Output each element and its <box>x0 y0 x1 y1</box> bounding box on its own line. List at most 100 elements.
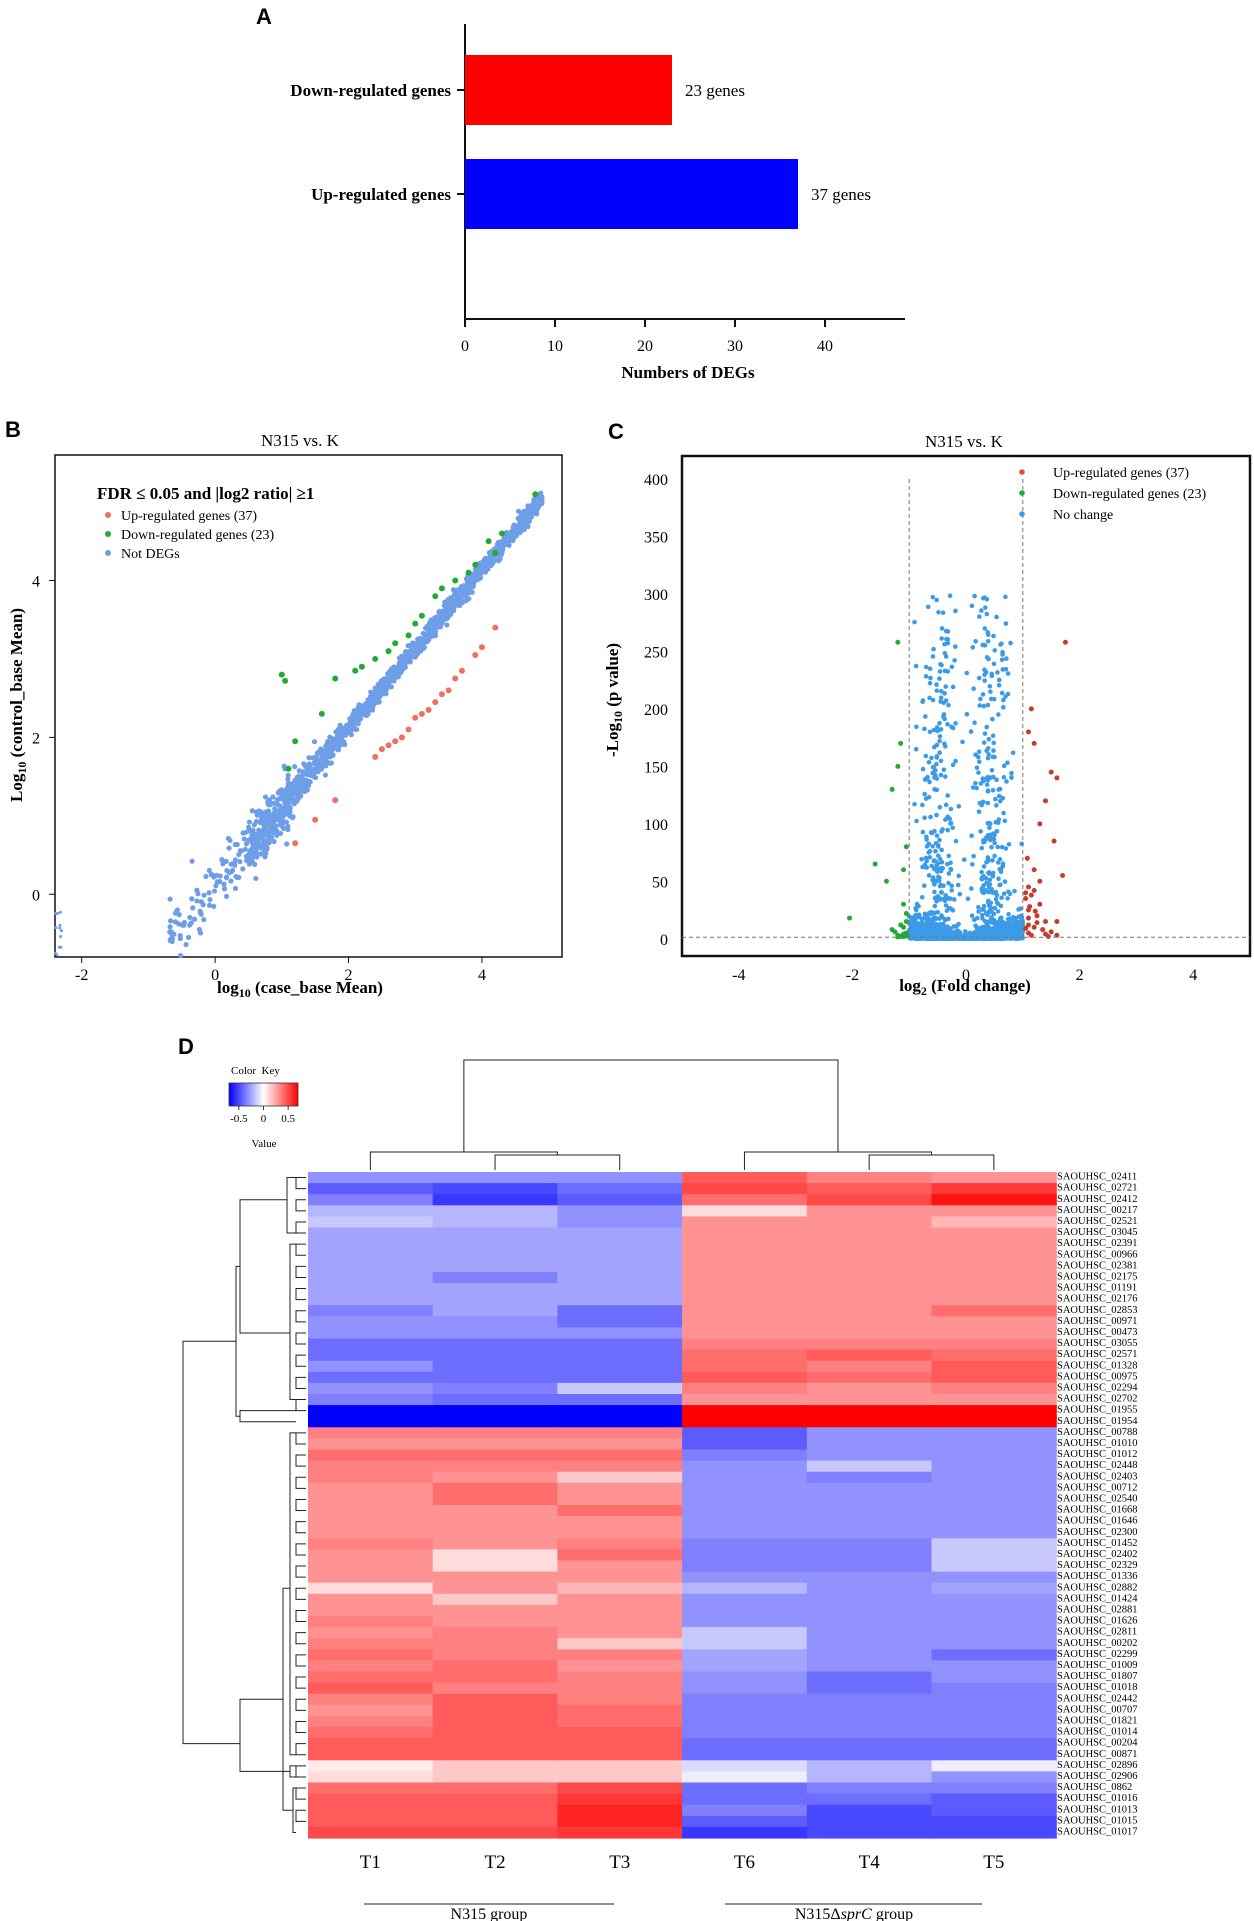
down-regulated-genes-point <box>418 612 425 619</box>
row-label: SAOUHSC_00966 <box>1057 1249 1138 1260</box>
no-change-point <box>994 892 1000 898</box>
no-change-point <box>952 658 957 663</box>
no-change-point <box>984 611 990 617</box>
heatmap-cell <box>308 1205 434 1217</box>
no-change-point <box>982 643 988 648</box>
heatmap-cell <box>557 1172 683 1184</box>
no-change-point <box>954 923 959 929</box>
heatmap-cell <box>557 1405 683 1417</box>
not-deg-point <box>194 898 200 904</box>
x-tick-label: 30 <box>727 338 743 355</box>
heatmap-cell <box>806 1172 933 1184</box>
up-regulated-genes-point <box>492 624 499 631</box>
legend-label: Down-regulated genes (23) <box>121 528 275 543</box>
no-change-point <box>939 662 944 668</box>
dendrogram-branch <box>182 1340 240 1745</box>
heatmap-cell <box>432 1305 558 1317</box>
no-change-point <box>931 727 937 733</box>
up-regulated-genes-point <box>432 699 439 706</box>
no-change-point <box>927 680 933 686</box>
heatmap-cell <box>308 1826 434 1839</box>
heatmap-cell <box>682 1405 808 1417</box>
no-change-point <box>922 791 927 797</box>
down-regulated-genes-point <box>492 550 499 557</box>
heatmap-cell <box>308 1815 434 1828</box>
no-change-point <box>999 690 1005 696</box>
row-label: SAOUHSC_00788 <box>1057 1427 1138 1438</box>
dendrogram-branch <box>295 1432 306 1445</box>
heatmap-cell <box>931 1471 1057 1484</box>
not-deg-point <box>230 867 236 873</box>
panel-c-letter: C <box>608 419 624 444</box>
not-deg-point <box>282 804 288 811</box>
heatmap-cell <box>308 1627 434 1639</box>
not-deg-point <box>259 816 265 822</box>
not-deg-point <box>265 839 271 845</box>
row-label: SAOUHSC_02896 <box>1057 1760 1138 1771</box>
legend-marker <box>105 531 111 537</box>
not-deg-point <box>183 941 189 948</box>
not-deg-point <box>348 717 354 723</box>
dendrogram-branch <box>295 1265 306 1278</box>
dendrogram-branch <box>295 1354 306 1367</box>
not-deg-point <box>409 650 415 656</box>
heatmap-cell <box>806 1360 933 1373</box>
heatmap-cell <box>682 1327 808 1340</box>
row-label: SAOUHSC_02412 <box>1057 1194 1138 1205</box>
up-regulated-genes-point <box>1032 908 1038 914</box>
no-change-point <box>930 844 935 849</box>
heatmap-cell <box>557 1793 683 1806</box>
dendrogram-branch <box>295 1199 306 1212</box>
no-change-point <box>945 637 951 642</box>
heatmap-cell <box>557 1238 683 1251</box>
up-regulated-genes-point <box>1028 892 1034 898</box>
heatmap-cell <box>806 1371 933 1384</box>
not-deg-point <box>293 784 299 791</box>
no-change-point <box>992 832 997 838</box>
dendrogram-branch <box>289 1432 296 1756</box>
row-label: SAOUHSC_00204 <box>1057 1738 1138 1749</box>
no-change-point <box>980 916 985 921</box>
no-change-point <box>930 916 936 922</box>
no-change-point <box>949 888 954 893</box>
heatmap-cell <box>308 1749 434 1761</box>
row-label: SAOUHSC_02299 <box>1057 1649 1138 1660</box>
heatmap-cell <box>806 1660 933 1673</box>
heatmap-cell <box>806 1782 933 1795</box>
no-change-point <box>981 864 987 869</box>
heatmap-cell <box>557 1727 683 1739</box>
heatmap-cell <box>557 1704 683 1717</box>
heatmap-cell <box>931 1394 1057 1406</box>
not-deg-point <box>243 841 250 847</box>
row-label: SAOUHSC_00871 <box>1057 1749 1138 1760</box>
heatmap-cell <box>557 1771 683 1784</box>
no-change-point <box>927 779 932 785</box>
not-deg-point <box>295 791 301 797</box>
not-deg-point <box>327 754 333 760</box>
heatmap-cell <box>557 1327 683 1340</box>
row-label: SAOUHSC_02403 <box>1057 1471 1138 1482</box>
not-deg-point <box>252 831 258 838</box>
no-change-point <box>935 909 941 915</box>
heatmap-cell <box>308 1227 434 1240</box>
heatmap-cell <box>308 1649 434 1661</box>
heatmap-cell <box>682 1749 808 1761</box>
heatmap-cell <box>557 1693 683 1706</box>
heatmap-cell <box>308 1616 434 1628</box>
heatmap-cell <box>682 1316 808 1328</box>
no-change-point <box>937 921 943 927</box>
no-change-point <box>993 896 999 902</box>
group-labels: N315 group N315ΔsprC group <box>364 1903 982 1921</box>
heatmap-cell <box>308 1582 434 1595</box>
not-deg-point <box>402 649 409 655</box>
no-change-point <box>992 905 998 911</box>
no-change-point <box>941 712 947 717</box>
heatmap-cell <box>931 1671 1057 1684</box>
dendrogram-branch <box>295 1476 306 1489</box>
heatmap-cell <box>432 1172 558 1184</box>
no-change-point <box>961 857 967 862</box>
up-regulated-genes-point <box>1034 913 1040 919</box>
heatmap-cell <box>308 1493 434 1506</box>
row-label: SAOUHSC_02571 <box>1057 1349 1138 1360</box>
row-label: SAOUHSC_00712 <box>1057 1482 1138 1493</box>
